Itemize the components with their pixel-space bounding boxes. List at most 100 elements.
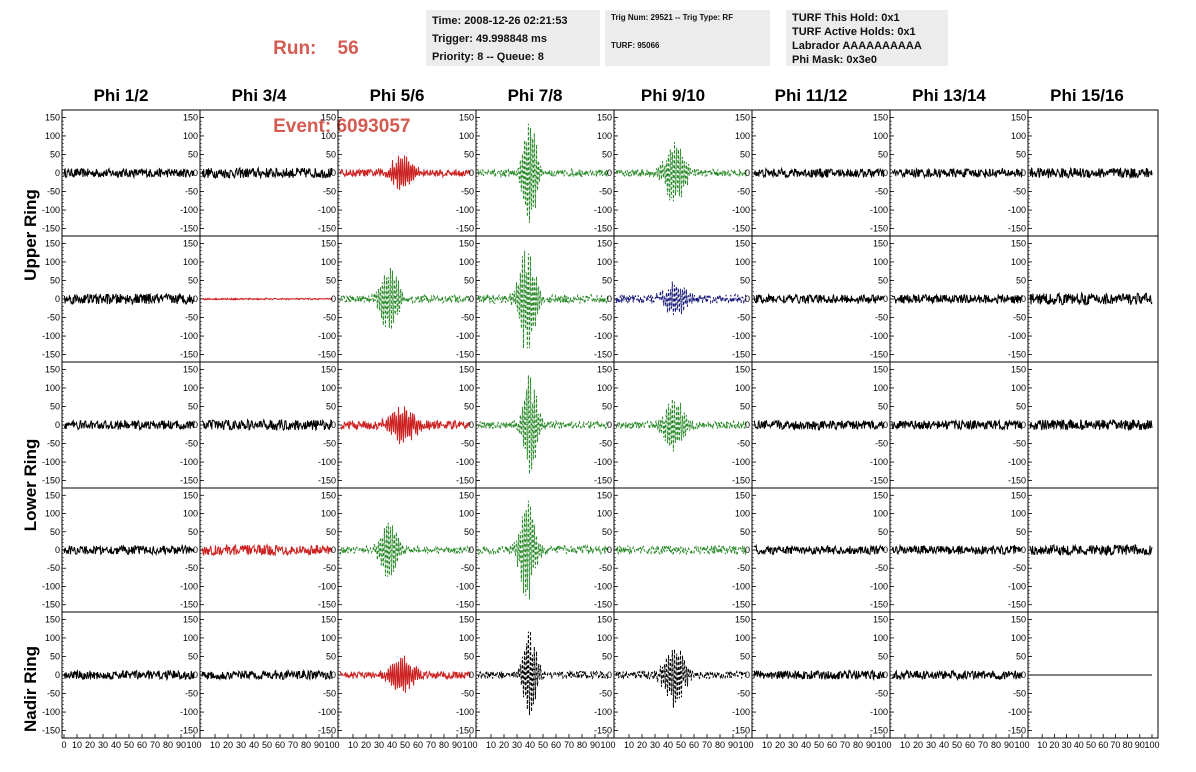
waveform-trace [891, 543, 1023, 556]
y-tick-label: 150 [735, 112, 750, 122]
y-tick-label: -100 [42, 205, 60, 215]
y-tick-label: 50 [326, 651, 336, 661]
x-tick-label: 40 [1074, 740, 1084, 750]
waveform-trace [1029, 418, 1153, 432]
y-tick-label: 50 [878, 401, 888, 411]
y-tick-label: -50 [323, 689, 336, 699]
x-tick-label: 20 [85, 740, 95, 750]
waveform-panel-r4-c6: 150 100 50 0 -50 -100 -150 [732, 487, 891, 613]
y-tick-label: -150 [42, 600, 60, 610]
y-tick-label: 100 [873, 633, 888, 643]
x-tick-label: 40 [387, 740, 397, 750]
y-tick-label: -100 [870, 707, 888, 717]
y-tick-label: -150 [870, 350, 888, 360]
waveform-trace [477, 123, 609, 223]
y-tick-label: 100 [45, 383, 60, 393]
y-tick-label: 50 [740, 527, 750, 537]
x-tick-label: 70 [978, 740, 988, 750]
x-tick-label: 50 [676, 740, 686, 750]
y-tick-label: -50 [1013, 563, 1026, 573]
y-tick-label: 50 [326, 149, 336, 159]
x-tick-label: 10 [210, 740, 220, 750]
y-tick-label: 100 [45, 257, 60, 267]
x-tick-label: 50 [952, 740, 962, 750]
x-tick-label: 60 [137, 740, 147, 750]
waveform-trace [477, 375, 609, 475]
y-tick-label: -50 [1013, 439, 1026, 449]
y-tick-label: 50 [1016, 275, 1026, 285]
trig-num-text: Trig Num: 29521 -- Trig Type: RF [611, 13, 734, 22]
x-tick-label: 70 [1110, 740, 1120, 750]
y-tick-label: 50 [50, 149, 60, 159]
y-tick-label: -100 [594, 457, 612, 467]
waveform-trace [1029, 543, 1153, 557]
waveform-trace [64, 419, 195, 432]
x-tick-label: 40 [939, 740, 949, 750]
x-tick-label: 100 [324, 740, 339, 750]
y-tick-label: 150 [321, 364, 336, 374]
y-tick-label: 150 [183, 364, 198, 374]
y-tick-label: 0 [193, 420, 198, 430]
waveform-panel-r3-c3: 150 100 50 0 -50 -100 -150 [318, 361, 477, 489]
y-tick-label: -50 [47, 563, 60, 573]
y-tick-label: 0 [331, 168, 336, 178]
y-tick-label: -150 [732, 726, 750, 736]
x-tick-label: 100 [1144, 740, 1159, 750]
y-tick-label: -150 [870, 726, 888, 736]
y-tick-label: 0 [469, 294, 474, 304]
time-info-box: Time: 2008-12-26 02:21:53 Trigger: 49.99… [426, 10, 600, 66]
x-tick-label: 60 [413, 740, 423, 750]
y-tick-label: -50 [1013, 689, 1026, 699]
y-tick-label: -100 [318, 331, 336, 341]
y-tick-label: -150 [180, 476, 198, 486]
y-tick-label: 50 [740, 401, 750, 411]
waveform-panel-r4-c8: 150 100 50 0 -50 -100 -150 [1008, 487, 1159, 613]
waveform-panel-r2-c4: 150 100 50 0 -50 -100 -150 [456, 235, 615, 363]
y-tick-label: 0 [193, 168, 198, 178]
y-tick-label: -50 [47, 689, 60, 699]
waveform-trace [891, 669, 1023, 682]
y-tick-label: 0 [469, 545, 474, 555]
x-tick-label: 30 [650, 740, 660, 750]
waveform-panel-r5-c6: 150 100 50 0 -50 -100 -150 [732, 611, 891, 739]
y-tick-label: 50 [878, 149, 888, 159]
x-tick-label: 80 [991, 740, 1001, 750]
y-tick-label: -150 [594, 350, 612, 360]
trig-info-box: Trig Num: 29521 -- Trig Type: RF TURF: 9… [605, 10, 770, 66]
y-tick-label: 100 [183, 633, 198, 643]
y-tick-label: 150 [45, 238, 60, 248]
x-tick-label: 80 [577, 740, 587, 750]
waveform-panel-r1-c7: 150 100 50 0 -50 -100 -150 [870, 109, 1029, 237]
y-tick-label: 50 [878, 651, 888, 661]
column-heading-phi-1-2: Phi 1/2 [93, 86, 149, 105]
x-tick-label: 50 [124, 740, 134, 750]
y-tick-label: 100 [321, 383, 336, 393]
y-tick-label: -100 [318, 457, 336, 467]
waveform-panel-r3-c4: 150 100 50 0 -50 -100 -150 [456, 361, 615, 489]
y-tick-label: 150 [459, 364, 474, 374]
waveform-trace [891, 167, 1023, 180]
waveform-panel-r2-c5: 150 100 50 0 -50 -100 -150 [594, 235, 753, 363]
waveform-trace [753, 419, 885, 432]
y-tick-label: -150 [1008, 350, 1026, 360]
y-tick-label: 100 [597, 633, 612, 643]
y-tick-label: 50 [464, 275, 474, 285]
y-tick-label: 150 [45, 614, 60, 624]
y-tick-label: 150 [45, 112, 60, 122]
y-tick-label: 50 [188, 527, 198, 537]
y-tick-label: -150 [1008, 476, 1026, 486]
waveform-trace [63, 668, 195, 682]
y-tick-label: 100 [735, 383, 750, 393]
x-tick-label: 100 [876, 740, 891, 750]
y-tick-label: -150 [456, 350, 474, 360]
waveform-trace [891, 293, 1023, 305]
waveform-trace [477, 250, 609, 349]
y-tick-label: 50 [602, 149, 612, 159]
waveform-trace [615, 544, 747, 556]
y-tick-label: -150 [318, 224, 336, 234]
y-tick-label: 100 [45, 633, 60, 643]
y-tick-label: -50 [599, 187, 612, 197]
y-tick-label: 100 [1011, 257, 1026, 267]
x-tick-label: 70 [840, 740, 850, 750]
waveform-trace [477, 500, 609, 600]
